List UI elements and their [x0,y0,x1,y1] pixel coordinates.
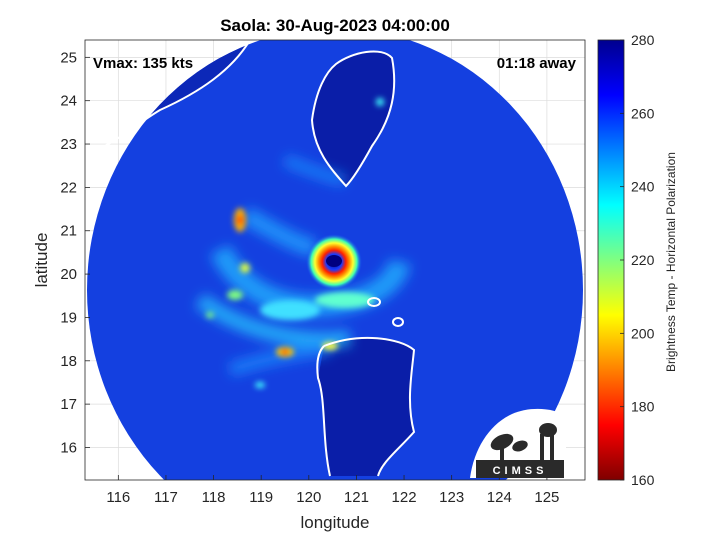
coastline-islet-2 [392,317,404,327]
luzon-land [318,337,414,476]
colorbar-tick-label: 240 [631,179,655,195]
coastline-luzon [316,336,416,477]
y-tick-label: 18 [60,353,77,370]
x-axis-label: longitude [300,513,369,532]
y-tick-label: 17 [60,396,77,413]
taiwan-land [312,51,395,186]
y-tick-label: 22 [60,179,77,196]
x-tick-label: 117 [154,489,178,506]
x-tick-label: 118 [202,489,226,506]
x-tick-label: 125 [534,489,559,506]
colorbar-tick-label: 220 [631,252,655,268]
logo-text: CIMSS [493,465,548,477]
y-tick-label: 21 [60,223,77,240]
y-tick-label: 23 [60,136,77,153]
y-tick-label: 19 [60,309,77,326]
x-tick-label: 124 [487,489,512,506]
colorbar-ticks: 160 180 200 220 240 260 280 [620,32,655,488]
microwave-swath [85,40,583,480]
coastlines [85,40,416,477]
y-tick-label: 25 [60,49,77,66]
y-axis-label: latitude [32,233,51,288]
convective-cells [206,98,384,388]
rainbands [195,154,411,377]
x-tick-label: 122 [392,489,417,506]
colorbar-tick-label: 280 [631,32,655,48]
coastline-taiwan [310,50,396,188]
vmax-annotation: Vmax: 135 kts [93,55,193,72]
colorbar-label: Brightness Temp - Horizontal Polarizatio… [664,152,678,372]
x-tick-label: 123 [439,489,464,506]
logo-dish-small-icon [512,440,528,452]
colorbar-tick-label: 260 [631,105,655,121]
y-tick-label: 16 [60,439,77,456]
y-tick-label: 20 [60,266,77,283]
logo-tower-leg [540,434,544,460]
cimss-logo: CIMSS [470,408,566,478]
logo-tower-leg-2 [550,434,554,460]
logo-water-tower-icon [539,423,557,437]
plot-frame [84,39,586,481]
logo-banner [476,460,564,478]
logo-dish-stand [500,446,504,460]
y-axis-ticks: 16 17 18 19 20 21 22 23 24 25 [60,49,90,456]
x-axis-ticks: 116 117 118 119 120 121 122 123 124 125 [106,475,559,506]
x-tick-label: 120 [296,489,321,506]
chart-title: Saola: 30-Aug-2023 04:00:00 [220,16,450,35]
x-tick-label: 116 [106,489,130,506]
coastline-islet-1 [367,297,381,307]
y-tick-label: 24 [60,93,77,110]
logo-dish-icon [490,433,514,451]
x-tick-label: 119 [249,489,273,506]
x-tick-label: 121 [344,489,369,506]
time-offset-annotation: 01:18 away [497,55,577,72]
colorbar-tick-label: 180 [631,399,655,415]
colorbar-tick-label: 200 [631,325,655,341]
eye [326,255,342,267]
coastline-china [85,40,251,153]
colorbar: 160 180 200 220 240 260 280 Brightness Temp - … [597,32,678,488]
colorbar-tick-label: 160 [631,472,655,488]
